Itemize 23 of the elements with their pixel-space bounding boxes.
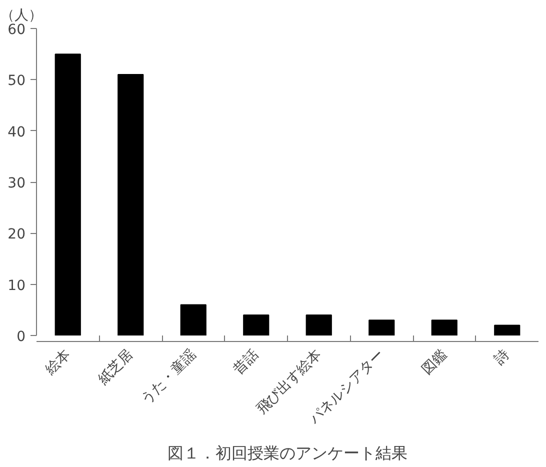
bar	[368, 320, 395, 336]
bar	[494, 324, 520, 336]
y-tick-label: 30	[8, 176, 26, 192]
x-tick-label: 詩	[492, 346, 513, 368]
x-tick-label: 昔話	[230, 346, 262, 378]
y-tick-label: 50	[8, 73, 26, 90]
bar	[180, 304, 206, 336]
x-tick-label: うた・童謡	[138, 346, 200, 408]
bar	[118, 74, 144, 336]
x-tick-label: 図鑑	[418, 346, 450, 378]
y-tick-label: 40	[8, 124, 26, 140]
y-tick-label: 60	[8, 22, 26, 38]
bar	[306, 314, 332, 336]
bar	[431, 320, 458, 336]
y-tick-label: 10	[8, 278, 26, 294]
y-tick-label: 20	[8, 226, 26, 243]
y-tick-label: 0	[16, 329, 26, 345]
bar	[243, 314, 270, 336]
text: 図１．初回授業のアンケート結果	[168, 444, 408, 462]
x-tick-label: 紙芝居	[95, 346, 136, 388]
bar	[54, 54, 81, 336]
y-axis-title: （人）	[0, 8, 42, 24]
x-tick-label: 絵本	[42, 346, 74, 379]
